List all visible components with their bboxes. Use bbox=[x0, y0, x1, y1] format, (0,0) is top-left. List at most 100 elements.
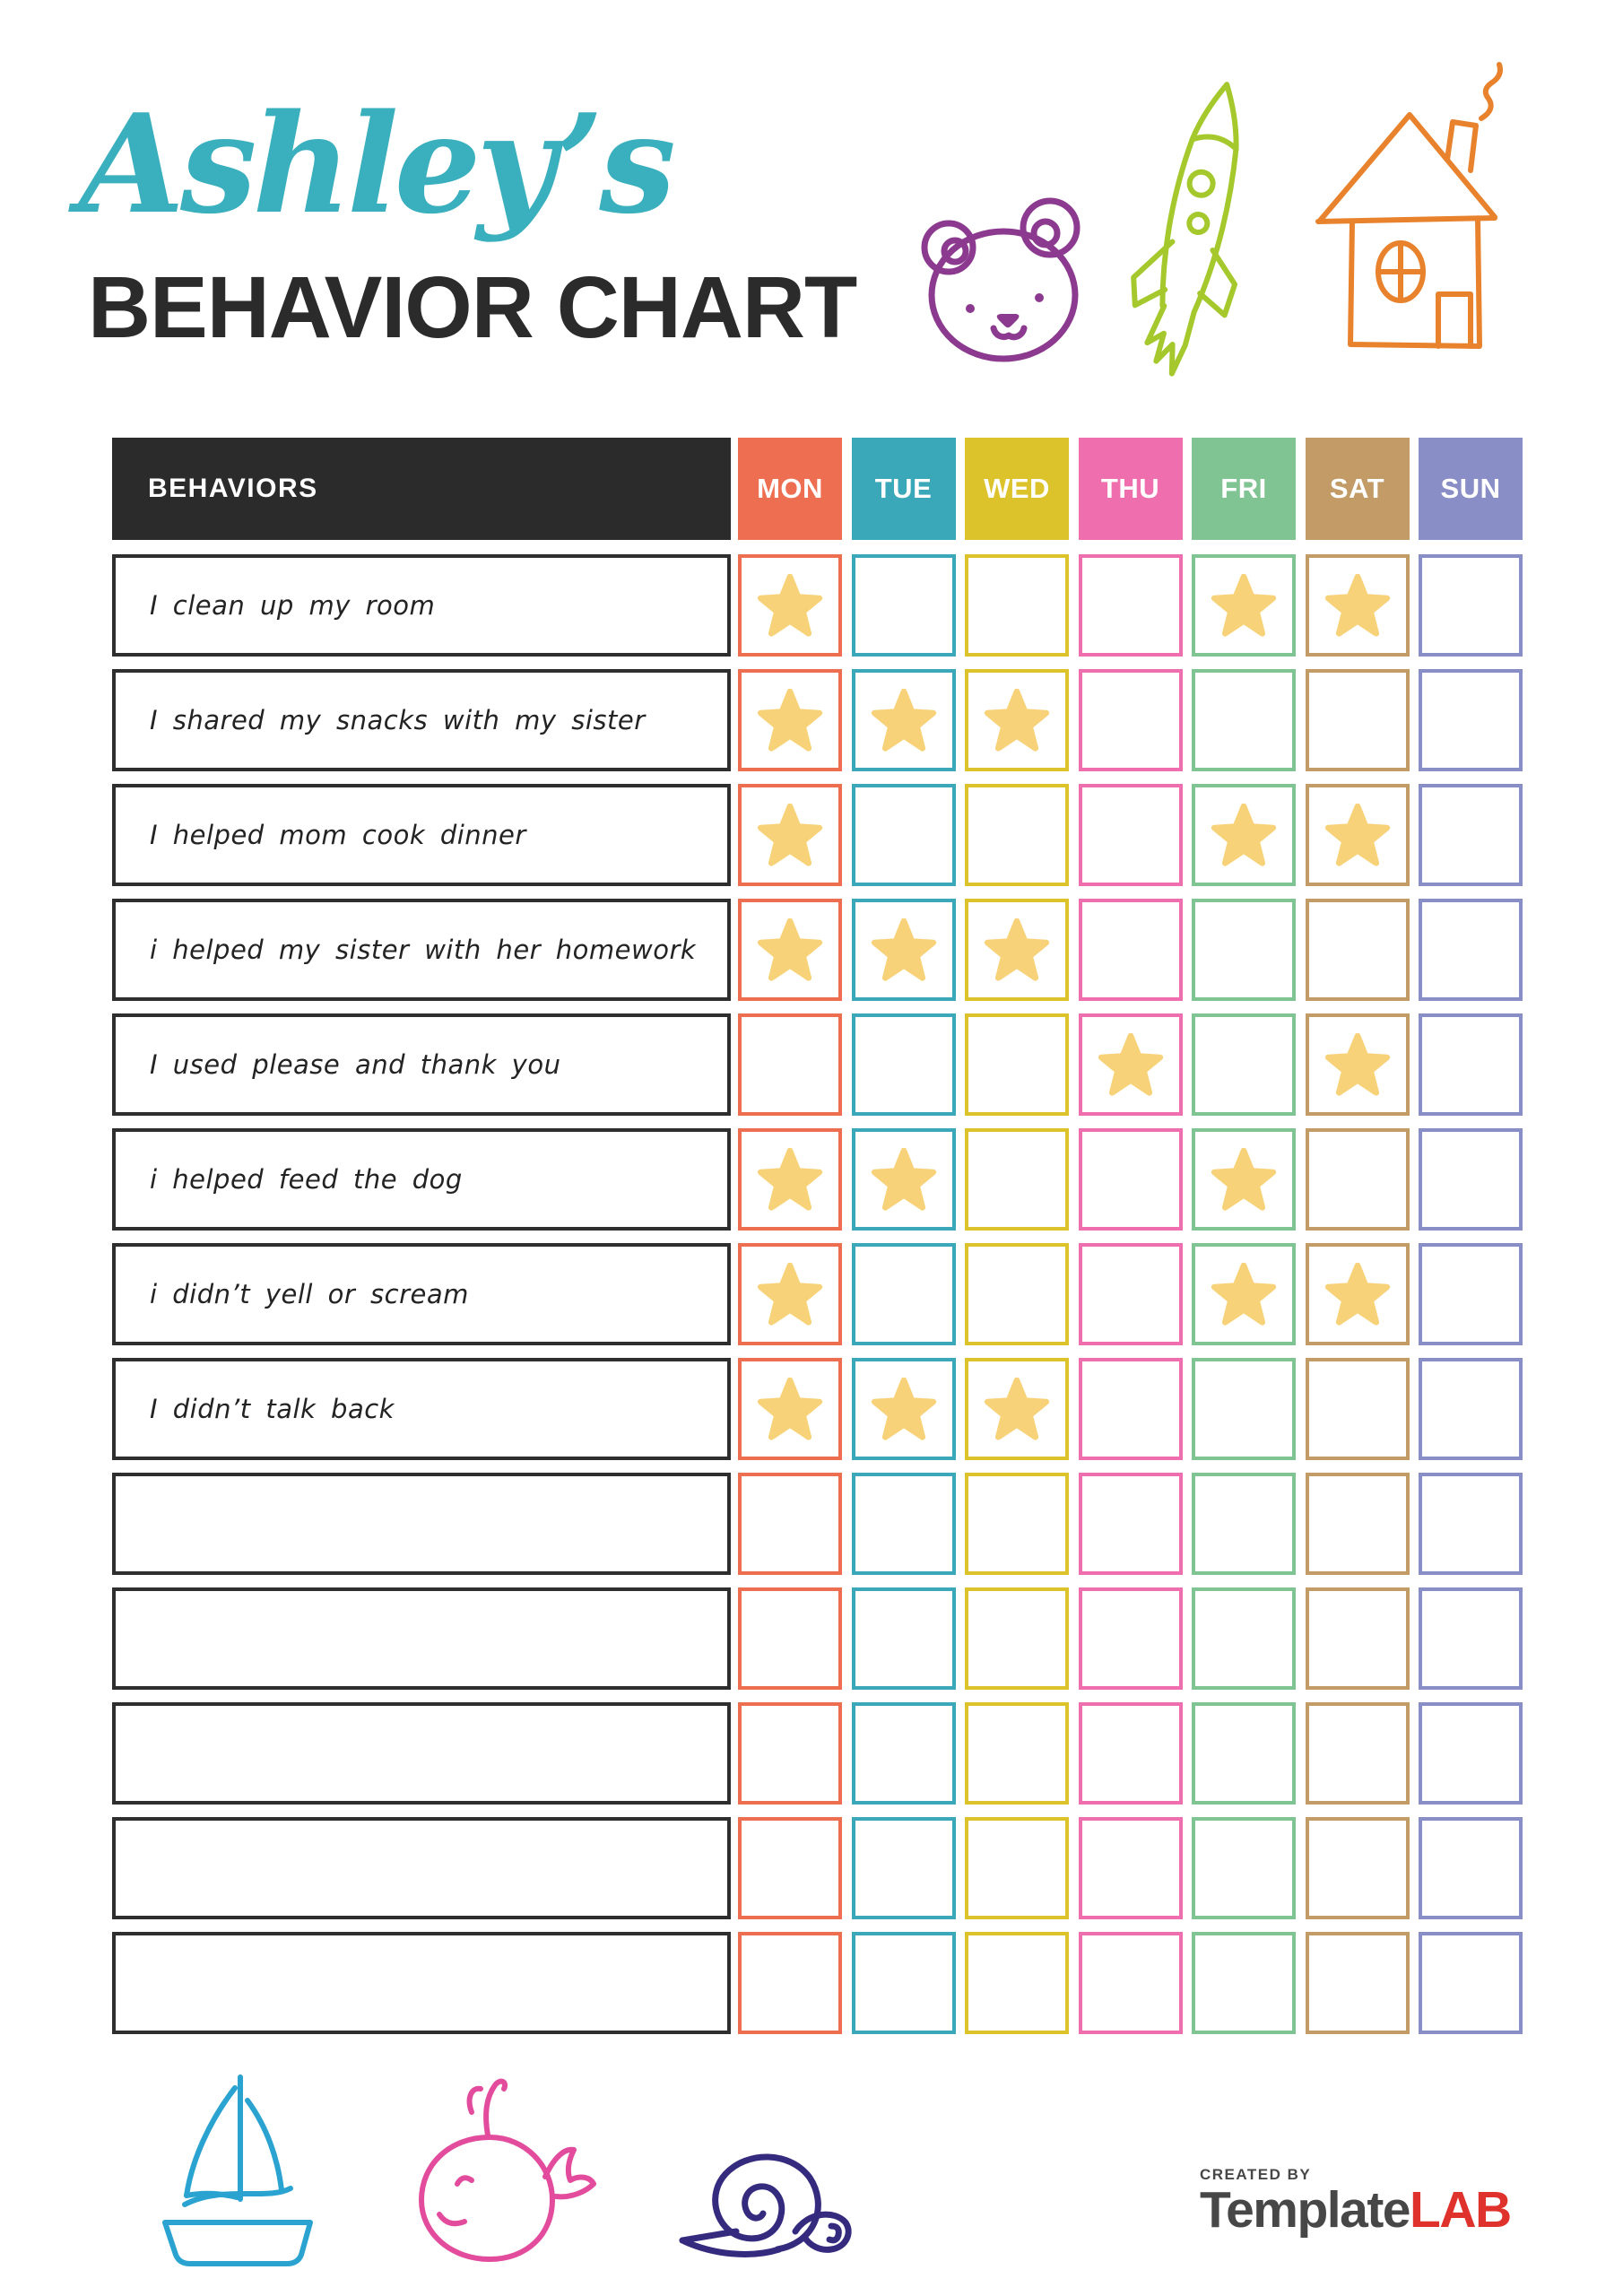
behavior-cell-sun[interactable] bbox=[1419, 1932, 1523, 2034]
behavior-cell-mon[interactable] bbox=[738, 1473, 842, 1575]
page-title: BEHAVIOR CHART bbox=[88, 258, 857, 356]
behavior-cell-sun[interactable] bbox=[1419, 1358, 1523, 1460]
behavior-cell-fri[interactable] bbox=[1192, 1013, 1296, 1116]
behavior-cell-sun[interactable] bbox=[1419, 1587, 1523, 1690]
behavior-cell-mon[interactable] bbox=[738, 1243, 842, 1345]
behavior-cell-mon[interactable] bbox=[738, 1817, 842, 1919]
behavior-cell-thu[interactable] bbox=[1078, 1128, 1183, 1231]
behavior-cell-wed[interactable] bbox=[965, 784, 1069, 886]
behavior-cell-sun[interactable] bbox=[1419, 784, 1523, 886]
behavior-cell-tue[interactable] bbox=[851, 1243, 956, 1345]
behavior-cell-fri[interactable] bbox=[1192, 1932, 1296, 2034]
behavior-cell-tue[interactable] bbox=[851, 1473, 956, 1575]
behavior-cell-tue[interactable] bbox=[851, 669, 956, 771]
behavior-cell-tue[interactable] bbox=[851, 784, 956, 886]
behavior-cell-wed[interactable] bbox=[965, 1128, 1069, 1231]
behavior-cell-fri[interactable] bbox=[1192, 1243, 1296, 1345]
behavior-cell-fri[interactable] bbox=[1192, 1128, 1296, 1231]
behavior-cell-thu[interactable] bbox=[1078, 1702, 1183, 1805]
behavior-cell-sat[interactable] bbox=[1305, 1817, 1410, 1919]
behavior-cell-mon[interactable] bbox=[738, 1587, 842, 1690]
behavior-cell-wed[interactable] bbox=[965, 1013, 1069, 1116]
behavior-cell-sat[interactable] bbox=[1305, 1932, 1410, 2034]
behavior-cell-thu[interactable] bbox=[1078, 1587, 1183, 1690]
behavior-cell-mon[interactable] bbox=[738, 1128, 842, 1231]
behavior-cell-sun[interactable] bbox=[1419, 1128, 1523, 1231]
behavior-cell-mon[interactable] bbox=[738, 1358, 842, 1460]
behavior-cell-wed[interactable] bbox=[965, 554, 1069, 657]
behavior-cell-mon[interactable] bbox=[738, 1013, 842, 1116]
behavior-cell-thu[interactable] bbox=[1078, 784, 1183, 886]
behavior-cell-wed[interactable] bbox=[965, 1817, 1069, 1919]
behavior-cell-fri[interactable] bbox=[1192, 1473, 1296, 1575]
behavior-cell-sun[interactable] bbox=[1419, 1817, 1523, 1919]
behavior-cell-thu[interactable] bbox=[1078, 1473, 1183, 1575]
behavior-cell-mon[interactable] bbox=[738, 899, 842, 1001]
table-row bbox=[112, 1587, 1529, 1690]
behavior-cell-tue[interactable] bbox=[851, 899, 956, 1001]
behavior-cell-wed[interactable] bbox=[965, 1358, 1069, 1460]
behavior-label: I clean up my room bbox=[112, 554, 731, 657]
table-row: i helped my sister with her homework bbox=[112, 899, 1529, 1001]
behavior-cell-wed[interactable] bbox=[965, 1473, 1069, 1575]
behavior-cell-sat[interactable] bbox=[1305, 1587, 1410, 1690]
behavior-cell-fri[interactable] bbox=[1192, 899, 1296, 1001]
behavior-cell-wed[interactable] bbox=[965, 1932, 1069, 2034]
behavior-cell-sat[interactable] bbox=[1305, 1702, 1410, 1805]
behavior-cell-sun[interactable] bbox=[1419, 1702, 1523, 1805]
behavior-cell-thu[interactable] bbox=[1078, 1932, 1183, 2034]
behavior-cell-fri[interactable] bbox=[1192, 1702, 1296, 1805]
behavior-cell-thu[interactable] bbox=[1078, 554, 1183, 657]
behavior-cell-mon[interactable] bbox=[738, 554, 842, 657]
behavior-cell-sun[interactable] bbox=[1419, 899, 1523, 1001]
behavior-cell-thu[interactable] bbox=[1078, 1358, 1183, 1460]
behavior-cell-tue[interactable] bbox=[851, 1358, 956, 1460]
behavior-cell-thu[interactable] bbox=[1078, 669, 1183, 771]
behavior-cell-fri[interactable] bbox=[1192, 1817, 1296, 1919]
behavior-cell-tue[interactable] bbox=[851, 1587, 956, 1690]
behavior-cell-thu[interactable] bbox=[1078, 1013, 1183, 1116]
behavior-cell-fri[interactable] bbox=[1192, 1358, 1296, 1460]
behavior-cell-tue[interactable] bbox=[851, 1013, 956, 1116]
behavior-cell-sat[interactable] bbox=[1305, 1243, 1410, 1345]
behavior-cell-thu[interactable] bbox=[1078, 1817, 1183, 1919]
behavior-cell-tue[interactable] bbox=[851, 1702, 956, 1805]
behavior-cell-mon[interactable] bbox=[738, 1702, 842, 1805]
behavior-cell-wed[interactable] bbox=[965, 1702, 1069, 1805]
behavior-cell-sat[interactable] bbox=[1305, 899, 1410, 1001]
behavior-cell-thu[interactable] bbox=[1078, 1243, 1183, 1345]
behavior-cell-thu[interactable] bbox=[1078, 899, 1183, 1001]
behavior-cell-wed[interactable] bbox=[965, 669, 1069, 771]
behavior-cell-tue[interactable] bbox=[851, 1817, 956, 1919]
behavior-cell-sat[interactable] bbox=[1305, 1128, 1410, 1231]
whale-icon bbox=[384, 2049, 612, 2278]
behavior-cell-fri[interactable] bbox=[1192, 554, 1296, 657]
behavior-cell-fri[interactable] bbox=[1192, 669, 1296, 771]
behavior-cell-wed[interactable] bbox=[965, 1243, 1069, 1345]
behavior-cell-tue[interactable] bbox=[851, 554, 956, 657]
behavior-cell-sat[interactable] bbox=[1305, 669, 1410, 771]
behavior-cell-fri[interactable] bbox=[1192, 784, 1296, 886]
behavior-cell-sun[interactable] bbox=[1419, 1243, 1523, 1345]
behavior-cell-sun[interactable] bbox=[1419, 554, 1523, 657]
behavior-cell-mon[interactable] bbox=[738, 784, 842, 886]
behavior-label: I shared my snacks with my sister bbox=[112, 669, 731, 771]
behavior-cell-sat[interactable] bbox=[1305, 784, 1410, 886]
behavior-cell-wed[interactable] bbox=[965, 899, 1069, 1001]
behavior-cell-wed[interactable] bbox=[965, 1587, 1069, 1690]
behavior-cell-sun[interactable] bbox=[1419, 1473, 1523, 1575]
behavior-cell-tue[interactable] bbox=[851, 1128, 956, 1231]
behavior-cell-sun[interactable] bbox=[1419, 1013, 1523, 1116]
table-row bbox=[112, 1473, 1529, 1575]
behavior-cell-sat[interactable] bbox=[1305, 1358, 1410, 1460]
behavior-cell-mon[interactable] bbox=[738, 1932, 842, 2034]
created-by-label: CREATED BY bbox=[1200, 2166, 1312, 2183]
behavior-cell-sat[interactable] bbox=[1305, 554, 1410, 657]
behavior-cell-sun[interactable] bbox=[1419, 669, 1523, 771]
behavior-cell-sat[interactable] bbox=[1305, 1473, 1410, 1575]
star-icon bbox=[984, 689, 1050, 752]
behavior-cell-fri[interactable] bbox=[1192, 1587, 1296, 1690]
behavior-cell-mon[interactable] bbox=[738, 669, 842, 771]
behavior-cell-tue[interactable] bbox=[851, 1932, 956, 2034]
behavior-cell-sat[interactable] bbox=[1305, 1013, 1410, 1116]
